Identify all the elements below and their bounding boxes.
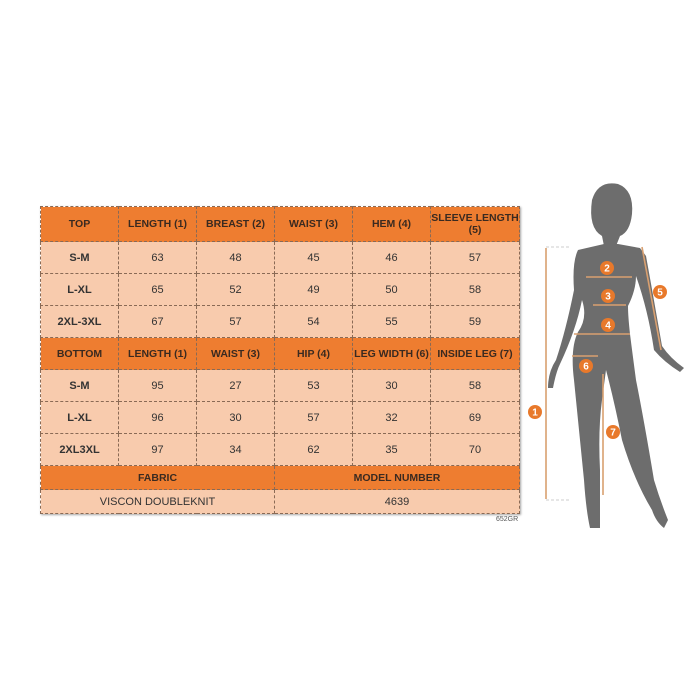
value-cell: 69 xyxy=(430,401,520,434)
table-row: L-XL 65 52 49 50 58 xyxy=(40,273,520,306)
table-row: 2XL-3XL 67 57 54 55 59 xyxy=(40,305,520,338)
value-cell: 95 xyxy=(118,369,197,402)
value-cell: 96 xyxy=(118,401,197,434)
marker-number: 4 xyxy=(605,321,611,332)
value-cell: 34 xyxy=(196,433,275,466)
value-cell: 97 xyxy=(118,433,197,466)
header-cell: BOTTOM xyxy=(40,337,119,370)
value-cell: 57 xyxy=(196,305,275,338)
value-cell: 48 xyxy=(196,241,275,274)
silhouette xyxy=(548,183,684,528)
size-cell: S-M xyxy=(40,369,119,402)
size-cell: S-M xyxy=(40,241,119,274)
marker-circle xyxy=(601,289,615,303)
header-cell: HEM (4) xyxy=(352,206,431,242)
value-cell: 70 xyxy=(430,433,520,466)
size-cell: 2XL-3XL xyxy=(40,305,119,338)
size-cell: L-XL xyxy=(40,401,119,434)
header-cell: LEG WIDTH (6) xyxy=(352,337,431,370)
value-cell: 62 xyxy=(274,433,353,466)
top-header-row: TOP LENGTH (1) BREAST (2) WAIST (3) HEM … xyxy=(40,206,520,242)
value-cell: 63 xyxy=(118,241,197,274)
value-cell: 53 xyxy=(274,369,353,402)
marker-circle xyxy=(606,425,620,439)
marker-number: 2 xyxy=(604,264,610,275)
size-chart-table: TOP LENGTH (1) BREAST (2) WAIST (3) HEM … xyxy=(40,206,520,514)
marker-number: 1 xyxy=(532,408,538,419)
header-cell: LENGTH (1) xyxy=(118,337,197,370)
header-cell: SLEEVE LENGTH (5) xyxy=(430,206,520,242)
marker-circle xyxy=(528,405,542,419)
footer-value-row: VISCON DOUBLEKNIT 4639 xyxy=(40,489,520,514)
header-cell: TOP xyxy=(40,206,119,242)
bottom-header-row: BOTTOM LENGTH (1) WAIST (3) HIP (4) LEG … xyxy=(40,337,520,370)
fabric-value: VISCON DOUBLEKNIT xyxy=(40,489,275,514)
marker-number: 7 xyxy=(610,428,616,439)
table-row: S-M 95 27 53 30 58 xyxy=(40,369,520,402)
marker-number: 6 xyxy=(583,362,589,373)
marker-circle xyxy=(653,285,667,299)
marker-number: 3 xyxy=(605,292,611,303)
value-cell: 57 xyxy=(274,401,353,434)
measurement-markers: 1 2 3 4 5 6 7 xyxy=(528,261,667,439)
fabric-label: FABRIC xyxy=(40,465,275,490)
body xyxy=(548,244,684,528)
table-row: 2XL3XL 97 34 62 35 70 xyxy=(40,433,520,466)
value-cell: 50 xyxy=(352,273,431,306)
value-cell: 58 xyxy=(430,369,520,402)
value-cell: 67 xyxy=(118,305,197,338)
value-cell: 35 xyxy=(352,433,431,466)
value-cell: 49 xyxy=(274,273,353,306)
footer-header-row: FABRIC MODEL NUMBER xyxy=(40,465,520,490)
header-cell: WAIST (3) xyxy=(196,337,275,370)
value-cell: 55 xyxy=(352,305,431,338)
marker-number: 5 xyxy=(657,288,663,299)
measurement-lines xyxy=(545,246,662,501)
value-cell: 46 xyxy=(352,241,431,274)
size-cell: L-XL xyxy=(40,273,119,306)
value-cell: 59 xyxy=(430,305,520,338)
table-row: S-M 63 48 45 46 57 xyxy=(40,241,520,274)
model-number-value: 4639 xyxy=(274,489,520,514)
marker-circle xyxy=(579,359,593,373)
value-cell: 30 xyxy=(196,401,275,434)
arrow-sleeve xyxy=(641,246,662,351)
header-cell: INSIDE LEG (7) xyxy=(430,337,520,370)
marker-circle xyxy=(601,318,615,332)
marker-circle xyxy=(600,261,614,275)
hair-head xyxy=(591,183,633,246)
value-cell: 27 xyxy=(196,369,275,402)
value-cell: 45 xyxy=(274,241,353,274)
product-code: 652GR xyxy=(496,516,519,523)
header-cell: HIP (4) xyxy=(274,337,353,370)
value-cell: 58 xyxy=(430,273,520,306)
model-number-label: MODEL NUMBER xyxy=(274,465,520,490)
value-cell: 54 xyxy=(274,305,353,338)
